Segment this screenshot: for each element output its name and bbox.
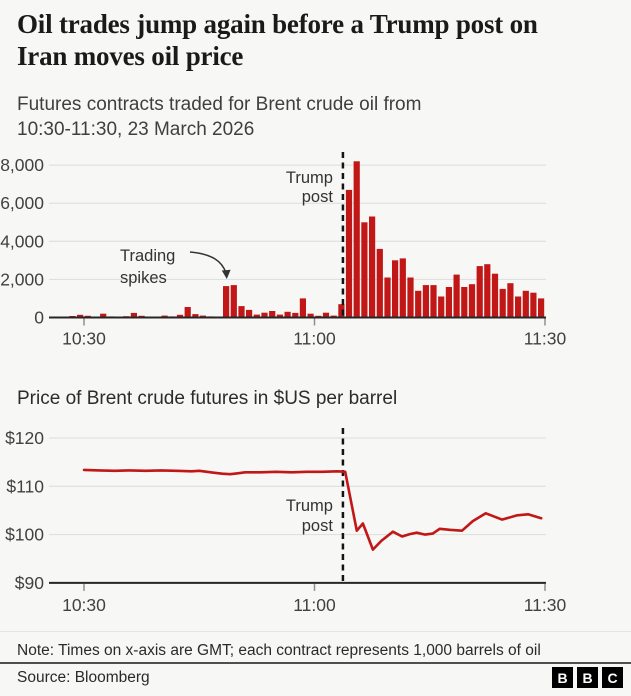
volume-bar — [415, 290, 422, 318]
volume-bar-chart: 0 2,000 4,000 6,000 8,000 10:30 11:00 11:30 Trum… — [0, 152, 567, 349]
source-credit: Source: Bloomberg — [17, 669, 150, 686]
volume-bar — [246, 309, 253, 318]
volume-bar — [238, 306, 245, 318]
volume-bar — [130, 312, 137, 318]
volume-bar — [499, 288, 506, 318]
trump-post-label-line1: Trump — [286, 497, 333, 515]
trump-post-label-line2: post — [302, 517, 334, 535]
bbc-logo-block-b2: B — [577, 667, 598, 688]
trading-spikes-label-line2: spikes — [120, 269, 167, 287]
volume-bar — [345, 189, 353, 318]
footer-divider — [0, 662, 631, 664]
volume-bar — [438, 296, 445, 318]
volume-chart-title-line1: Futures contracts traded for Brent crude… — [17, 94, 422, 115]
y-axis-label: 4,000 — [0, 231, 44, 251]
y-axis-label: 2,000 — [0, 269, 44, 289]
volume-bar — [176, 314, 184, 318]
volume-bar — [361, 222, 368, 318]
volume-bar — [376, 248, 383, 318]
volume-bar — [430, 285, 437, 318]
volume-bar — [299, 298, 306, 318]
volume-bar — [476, 266, 483, 318]
volume-bar — [184, 307, 191, 318]
y-axis-label: $100 — [5, 525, 44, 545]
volume-bar — [538, 298, 545, 318]
volume-bar — [422, 285, 429, 318]
volume-bar — [322, 312, 330, 318]
volume-bar — [269, 311, 276, 318]
volume-bar — [522, 290, 529, 318]
price-line — [82, 468, 543, 551]
trump-post-label-line1: Trump — [286, 169, 333, 187]
volume-bar — [276, 314, 283, 318]
volume-bar — [230, 285, 237, 318]
volume-bar — [461, 287, 468, 318]
bbc-logo-block-b1: B — [552, 667, 573, 688]
page-title: Oil trades jump again before a Trump pos… — [17, 8, 617, 72]
volume-bar — [484, 264, 491, 318]
x-tick-label: 11:00 — [293, 595, 336, 615]
x-tick-label: 11:30 — [524, 329, 567, 349]
volume-bar — [384, 277, 391, 318]
volume-bar — [515, 296, 522, 318]
bbc-logo-block-c: C — [602, 667, 623, 688]
y-axis-label: 0 — [34, 308, 44, 328]
callout-arrow — [189, 251, 227, 274]
price-line-chart: $90 $100 $110 $120 10:30 11:00 11:30 Trump post — [5, 428, 567, 615]
volume-bar — [399, 258, 406, 318]
y-axis-label: $110 — [6, 476, 44, 496]
y-axis-label: $90 — [15, 573, 44, 593]
footnote: Note: Times on x-axis are GMT; each cont… — [17, 642, 541, 659]
volume-bar — [223, 286, 230, 318]
volume-bar — [491, 273, 499, 318]
volume-bar — [353, 161, 360, 318]
volume-bar — [369, 216, 376, 318]
volume-bar — [392, 260, 399, 318]
bbc-logo: B B C — [552, 667, 623, 688]
volume-bar — [253, 314, 260, 318]
volume-bar — [292, 312, 299, 318]
volume-bar — [530, 292, 537, 318]
page-title-line2: Iran moves oil price — [17, 41, 244, 71]
note-top-rule — [0, 631, 631, 632]
volume-bar — [507, 283, 514, 318]
volume-bar — [445, 287, 452, 318]
y-axis-label: 8,000 — [0, 155, 44, 175]
volume-bar — [407, 277, 414, 318]
trading-spikes-label-line1: Trading — [120, 247, 175, 265]
volume-bar — [77, 314, 84, 318]
trump-post-label-line2: post — [302, 188, 334, 206]
x-tick-label: 11:00 — [293, 329, 336, 349]
page-title-line1: Oil trades jump again before a Trump pos… — [17, 9, 538, 39]
volume-bar — [338, 304, 345, 318]
volume-bar — [100, 313, 107, 318]
volume-bar — [284, 311, 291, 318]
x-tick-label: 10:30 — [62, 329, 106, 349]
volume-bar — [453, 274, 460, 318]
volume-chart-title-line2: 10:30-11:30, 23 March 2026 — [17, 119, 255, 140]
volume-chart-title: Futures contracts traded for Brent crude… — [17, 92, 577, 142]
volume-bar — [192, 314, 199, 318]
volume-bar — [307, 313, 314, 318]
y-axis-label: 6,000 — [0, 193, 44, 213]
price-chart-title: Price of Brent crude futures in $US per … — [17, 388, 398, 409]
x-tick-label: 11:30 — [524, 595, 567, 615]
y-axis-label: $120 — [5, 428, 44, 448]
callout-arrowhead — [221, 269, 231, 279]
volume-bar — [468, 284, 476, 318]
x-tick-label: 10:30 — [62, 595, 106, 615]
volume-bar — [261, 312, 268, 318]
